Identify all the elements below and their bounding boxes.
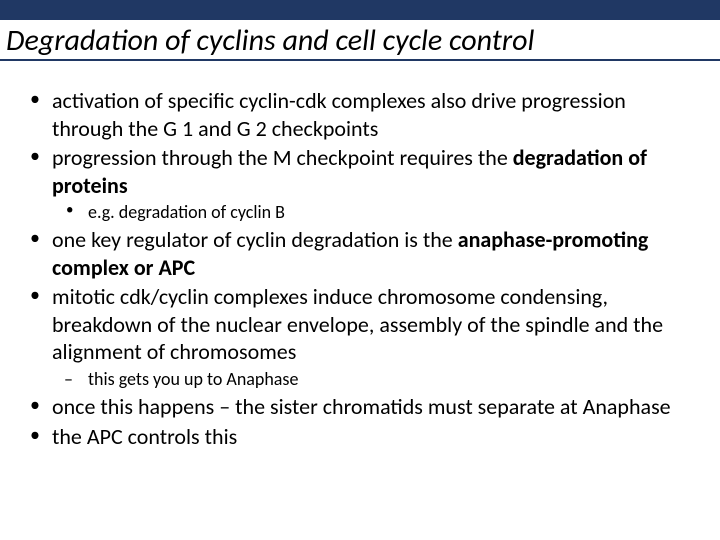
bullet-text: once this happens – the sister chromatid… [52,393,671,420]
slide-title: Degradation of cyclins and cell cycle co… [0,20,720,61]
sub-list-item: this gets you up to Anaphase [52,368,700,391]
sub-bullet-text: this gets you up to Anaphase [88,368,298,390]
bullet-text: the APC controls this [52,423,237,450]
header-bar [0,0,720,20]
bullet-text: one key regulator of cyclin degradation … [52,226,458,253]
sub-list: e.g. degradation of cyclin B [52,201,700,224]
list-item: the APC controls this [28,423,700,451]
bullet-text: progression through the M checkpoint req… [52,144,513,171]
bullet-text: activation of specific cyclin-cdk comple… [52,87,626,142]
slide-body: activation of specific cyclin-cdk comple… [0,61,720,450]
bullet-text: mitotic cdk/cyclin complexes induce chro… [52,283,663,365]
sub-list: this gets you up to Anaphase [52,368,700,391]
list-item: activation of specific cyclin-cdk comple… [28,87,700,142]
list-item: progression through the M checkpoint req… [28,144,700,224]
list-item: mitotic cdk/cyclin complexes induce chro… [28,283,700,391]
sub-bullet-text: e.g. degradation of cyclin B [88,201,285,223]
bullet-list: activation of specific cyclin-cdk comple… [28,87,700,450]
sub-list-item: e.g. degradation of cyclin B [52,201,700,224]
list-item: one key regulator of cyclin degradation … [28,226,700,281]
list-item: once this happens – the sister chromatid… [28,393,700,421]
